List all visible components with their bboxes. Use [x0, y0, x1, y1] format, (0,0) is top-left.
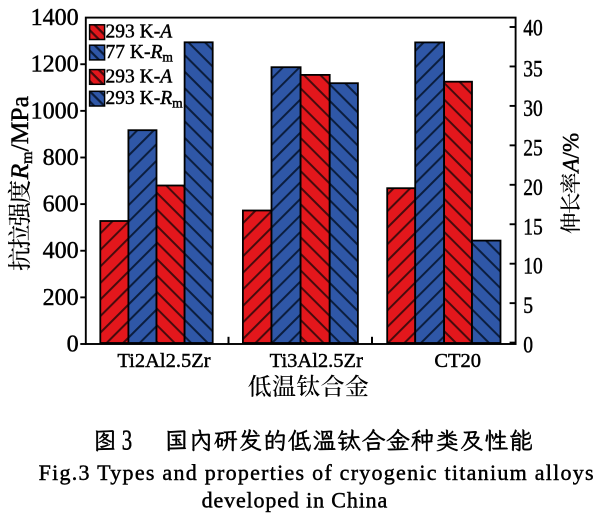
svg-text:Ti2Al2.5Zr: Ti2Al2.5Zr [117, 350, 210, 372]
svg-text:800: 800 [43, 145, 79, 171]
svg-text:600: 600 [43, 192, 79, 218]
svg-text:developed in China: developed in China [202, 488, 388, 513]
svg-text:10: 10 [523, 254, 543, 280]
svg-text:CT20: CT20 [434, 350, 481, 372]
svg-text:Rm/MPa: Rm/MPa [5, 96, 36, 180]
svg-text:20: 20 [523, 175, 543, 201]
svg-text:293 K-Rm: 293 K-Rm [106, 88, 184, 111]
svg-text:0: 0 [523, 333, 533, 359]
svg-text:30: 30 [523, 96, 543, 122]
svg-text:5: 5 [523, 293, 533, 319]
svg-text:293 K-A: 293 K-A [106, 22, 173, 43]
svg-text:1400: 1400 [31, 5, 79, 31]
svg-text:40: 40 [523, 15, 543, 41]
svg-text:Fig.3 Types and properties of: Fig.3 Types and properties of cryogenic … [39, 460, 594, 485]
svg-text:1000: 1000 [31, 98, 79, 124]
svg-text:A/%: A/% [558, 133, 583, 175]
svg-text:200: 200 [43, 285, 79, 311]
svg-text:Ti3Al2.5Zr: Ti3Al2.5Zr [270, 350, 363, 372]
svg-text:0: 0 [67, 332, 79, 358]
svg-text:3: 3 [122, 425, 132, 456]
svg-text:15: 15 [523, 214, 543, 240]
svg-text:1200: 1200 [31, 52, 79, 78]
svg-text:25: 25 [523, 135, 543, 161]
svg-text:35: 35 [523, 56, 543, 82]
svg-text:293 K-A: 293 K-A [106, 67, 173, 88]
svg-text:400: 400 [43, 238, 79, 264]
svg-text:77 K-Rm: 77 K-Rm [106, 42, 174, 65]
